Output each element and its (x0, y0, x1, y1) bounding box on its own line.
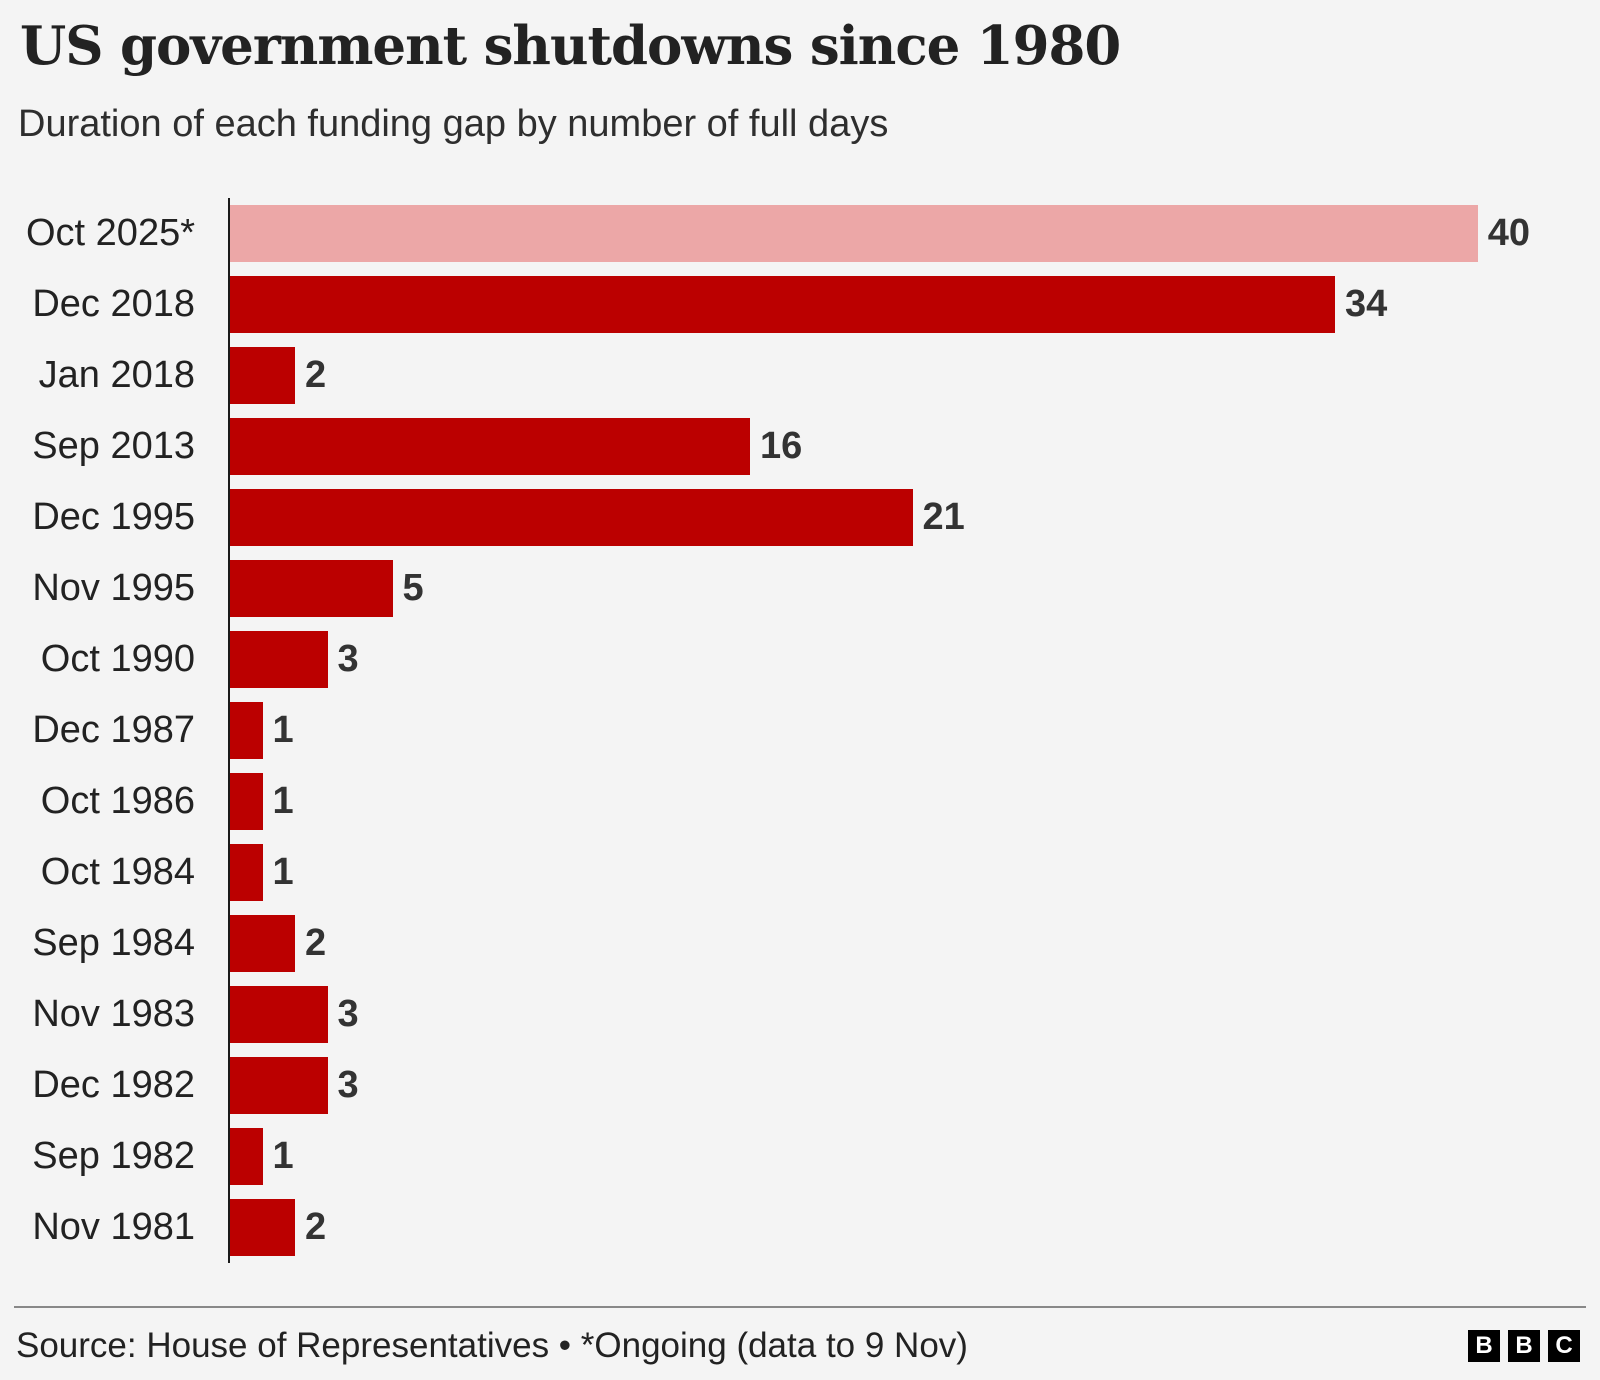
category-label: Dec 1987 (32, 708, 195, 751)
bar-track: 16 (230, 417, 1530, 475)
bar (230, 204, 1478, 262)
bar (230, 1056, 328, 1114)
category-label: Oct 2025* (26, 211, 195, 254)
value-label: 16 (760, 424, 803, 467)
category-label: Sep 2013 (32, 424, 195, 467)
value-label: 2 (305, 1205, 327, 1248)
bar-track: 1 (230, 843, 1530, 901)
bar-row: Dec 1995 21 (0, 482, 1600, 553)
page-title: US government shutdowns since 1980 (20, 15, 1121, 77)
category-label: Dec 1995 (32, 495, 195, 538)
value-label: 34 (1345, 282, 1388, 325)
category-label: Oct 1990 (40, 637, 195, 680)
value-label: 3 (337, 637, 359, 680)
bar-row: Dec 1987 1 (0, 695, 1600, 766)
bar (230, 843, 263, 901)
bar-row: Dec 1982 3 (0, 1050, 1600, 1121)
bar-track: 2 (230, 914, 1530, 972)
bar (230, 417, 750, 475)
bar-row: Sep 1982 1 (0, 1121, 1600, 1192)
bar-track: 1 (230, 772, 1530, 830)
value-label: 1 (272, 1134, 294, 1177)
value-label: 2 (305, 353, 327, 396)
bar-track: 2 (230, 1198, 1530, 1256)
category-label: Nov 1983 (32, 992, 195, 1035)
bbc-logo-letter: B (1468, 1329, 1500, 1362)
footer: Source: House of Representatives • *Ongo… (16, 1324, 1580, 1368)
bar-chart: Oct 2025* 40 Dec 2018 34 Jan 2018 2 Sep … (0, 197, 1600, 1263)
bar (230, 559, 393, 617)
value-label: 1 (272, 850, 294, 893)
bar (230, 346, 295, 404)
category-label: Dec 1982 (32, 1063, 195, 1106)
bar-track: 1 (230, 1127, 1530, 1185)
bbc-logo-letter: C (1548, 1329, 1580, 1362)
chart-rows: Oct 2025* 40 Dec 2018 34 Jan 2018 2 Sep … (0, 198, 1600, 1263)
bar-track: 3 (230, 985, 1530, 1043)
value-label: 1 (272, 708, 294, 751)
bar (230, 275, 1335, 333)
bar-row: Oct 1986 1 (0, 766, 1600, 837)
bar-row: Oct 1990 3 (0, 624, 1600, 695)
bar (230, 985, 328, 1043)
value-label: 3 (337, 992, 359, 1035)
bar-row: Oct 1984 1 (0, 837, 1600, 908)
source-text: Source: House of Representatives • *Ongo… (16, 1325, 968, 1365)
chart-subtitle: Duration of each funding gap by number o… (18, 102, 889, 145)
footer-divider (14, 1305, 1586, 1308)
value-label: 3 (337, 1063, 359, 1106)
value-label: 1 (272, 779, 294, 822)
bar-row: Sep 2013 16 (0, 411, 1600, 482)
bar-row: Sep 1984 2 (0, 908, 1600, 979)
bar (230, 772, 263, 830)
bar-track: 5 (230, 559, 1530, 617)
category-label: Jan 2018 (38, 353, 195, 396)
category-label: Nov 1995 (32, 566, 195, 609)
bar-row: Dec 2018 34 (0, 269, 1600, 340)
bar (230, 488, 913, 546)
bar (230, 914, 295, 972)
bar-track: 34 (230, 275, 1530, 333)
bar-row: Jan 2018 2 (0, 340, 1600, 411)
category-label: Sep 1982 (32, 1134, 195, 1177)
bar (230, 1127, 263, 1185)
category-label: Dec 2018 (32, 282, 195, 325)
value-label: 5 (402, 566, 424, 609)
bar-track: 21 (230, 488, 1530, 546)
bar-track: 2 (230, 346, 1530, 404)
bar (230, 630, 328, 688)
bar (230, 701, 263, 759)
bar (230, 1198, 295, 1256)
bbc-logo-letter: B (1508, 1329, 1540, 1362)
bbc-logo: B B C (1468, 1329, 1580, 1362)
value-label: 2 (305, 921, 327, 964)
bar-row: Oct 2025* 40 (0, 198, 1600, 269)
y-axis-line (228, 197, 230, 1263)
category-label: Sep 1984 (32, 921, 195, 964)
bar-row: Nov 1983 3 (0, 979, 1600, 1050)
category-label: Oct 1984 (40, 850, 195, 893)
bar-track: 3 (230, 630, 1530, 688)
category-label: Nov 1981 (32, 1205, 195, 1248)
bar-track: 1 (230, 701, 1530, 759)
bar-track: 3 (230, 1056, 1530, 1114)
value-label: 21 (922, 495, 965, 538)
bar-row: Nov 1981 2 (0, 1192, 1600, 1263)
bar-row: Nov 1995 5 (0, 553, 1600, 624)
bar-track: 40 (230, 204, 1530, 262)
category-label: Oct 1986 (40, 779, 195, 822)
value-label: 40 (1487, 211, 1530, 254)
